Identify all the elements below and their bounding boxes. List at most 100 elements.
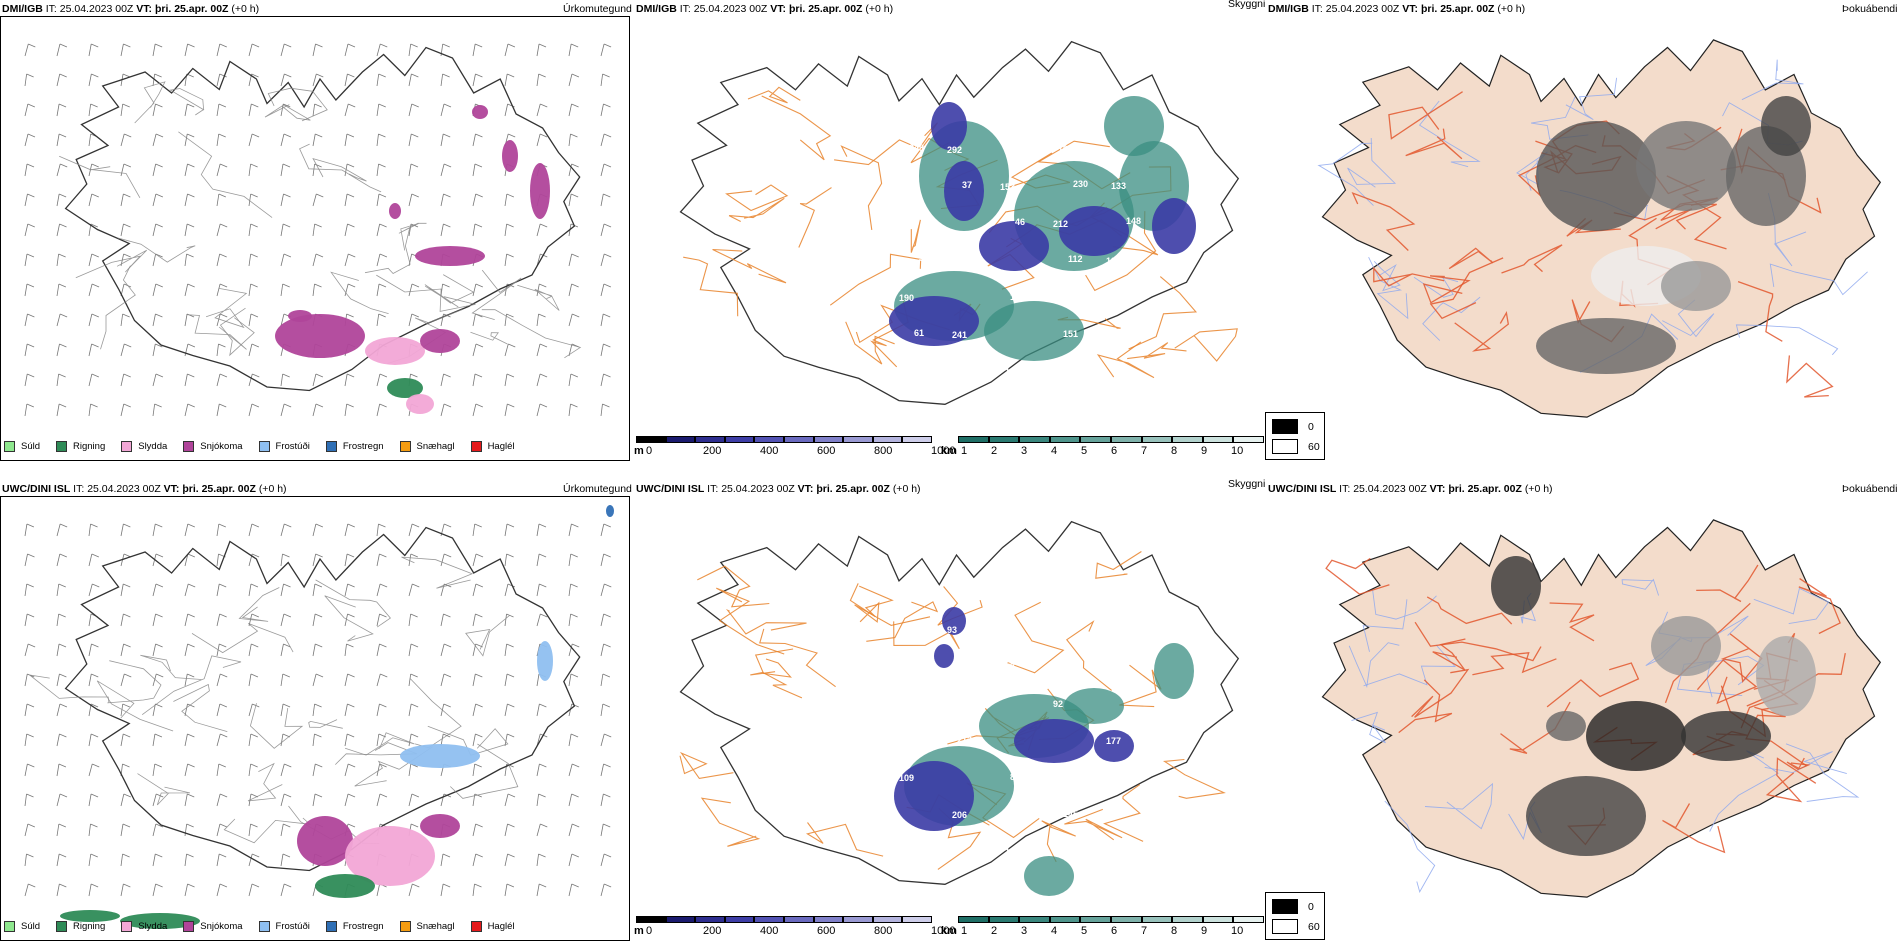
road-line [1472,652,1557,676]
road-line [1163,758,1226,799]
wind-barb-flag [124,673,132,678]
wind-barb-flag [475,343,484,348]
wind-barb [248,763,252,777]
wind-barb-flag [603,343,611,348]
wind-barb [376,523,379,537]
wind-barb-flag [90,223,98,228]
colorbar-m-segment [636,916,666,923]
wind-barb-flag [155,133,164,138]
wind-barb [152,43,156,57]
road-line [1737,280,1783,342]
wind-barb-flag [251,613,259,618]
fog-indicator-area [1536,318,1676,374]
wind-barb-flag [283,193,291,198]
wind-barb-flag [603,43,612,48]
legend-swatch [470,920,482,932]
wind-barb [568,73,573,87]
wind-barb [184,343,189,357]
road-line [1448,247,1494,270]
coastline [679,520,1240,885]
wind-barb [376,223,381,237]
row1-visibility-title: DMI/IGB IT: 25.04.2023 00Z VT: þri. 25.a… [636,3,894,15]
wind-barb [248,163,252,177]
wind-barb-flag [346,403,354,408]
road-line [1351,711,1386,744]
wind-barb-flag [571,853,579,858]
wind-barb-flag [155,43,163,48]
wind-barb-flag [26,583,34,588]
colorbar-km-segment [1202,916,1234,923]
wind-barb [216,613,221,627]
road-line [137,773,190,806]
wind-barb-flag [123,643,131,648]
wind-barb [344,643,347,657]
wind-barb-flag [411,523,420,528]
wind-barb-flag [570,613,578,618]
wind-barb [504,703,508,717]
row2-precip-frame [0,496,630,941]
legend-swatch [4,440,15,452]
road-line [1549,602,1595,642]
wind-barb-flag [283,253,292,258]
wind-barb-flag [603,523,611,528]
visibility-value-label: 135 [1058,624,1073,634]
wind-barb-flag [155,523,163,528]
wind-barb-flag [347,73,355,78]
low-visibility-m-area [1014,719,1094,763]
wind-barb-flag [187,553,196,558]
low-visibility-m-area [942,607,966,635]
wind-barb-flag [378,283,387,288]
wind-barb [376,373,381,387]
wind-barb-flag [604,733,612,738]
wind-barb-flag [28,43,36,48]
wind-barb-flag [250,763,258,768]
wind-barb-flag [58,823,67,828]
wind-barb-flag [251,553,260,558]
colorbar-m-tick: 1000 [931,925,956,937]
wind-barb [472,823,477,837]
wind-barb [88,583,93,597]
wind-barb-flag [283,613,292,618]
row2-visibility-colorbar: m 0 200 400 600 800 1000 km 1 2 3 4 5 6 7 8 9 10 [634,914,1266,942]
wind-barb-flag [347,793,356,798]
wind-barb-flag [218,763,226,768]
wind-barb-flag [251,403,260,408]
wind-barb [24,883,29,897]
wind-barb-flag [220,673,228,678]
wind-barb [88,733,92,747]
road-line [716,587,785,655]
wind-barb-flag [26,613,35,618]
low-visibility-m-area [1094,730,1134,762]
road-line [481,309,582,359]
fog-indicator-area [1536,121,1656,231]
wind-barb [312,253,317,267]
wind-barb [504,523,508,537]
wind-barb [152,283,157,297]
wind-barb-flag [443,373,451,378]
wind-barb-flag [506,553,514,558]
wind-barb-flag [124,133,132,138]
wind-barb-flag [571,73,580,78]
wind-barb [376,283,380,297]
wind-barb-flag [604,253,612,258]
colorbar-km-segment [988,436,1020,443]
wind-barb-flag [90,823,98,828]
wind-barb [600,793,604,807]
wind-barb-flag [282,373,290,378]
wind-barb-flag [218,523,226,528]
colorbar-km-segment [1049,916,1081,923]
wind-barb [344,283,349,297]
colorbar-km-segment [1141,916,1173,923]
reduced-visibility-km-area [984,301,1084,361]
wind-barb-flag [603,793,611,798]
wind-barb [248,283,252,297]
wind-barb-flag [572,643,580,648]
visibility-value-label: 212 [1053,219,1068,229]
wind-barb-flag [187,793,195,798]
wind-barb-flag [507,793,516,798]
wind-barb-flag [188,583,196,588]
low-visibility-m-area [931,102,967,150]
wind-barb-flag [282,703,291,708]
wind-barb-flag [442,73,450,78]
wind-barb [600,163,605,177]
